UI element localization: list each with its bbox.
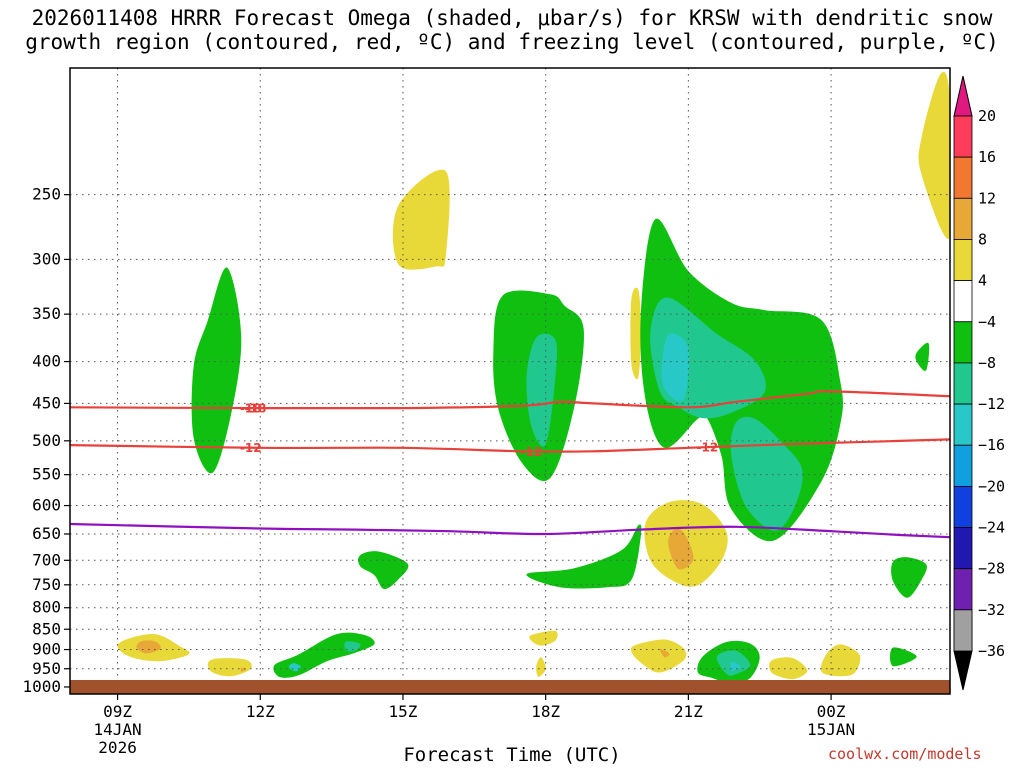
y-tick-label: 650	[32, 524, 61, 543]
contour-label: -12	[697, 441, 719, 455]
colorbar-label: −4	[978, 313, 996, 331]
omega-area	[288, 663, 301, 672]
omega-area	[730, 661, 741, 672]
omega-area	[630, 287, 641, 380]
omega-area	[207, 658, 252, 677]
contour-label: -18	[240, 402, 262, 416]
y-tick-label: 350	[32, 304, 61, 323]
omega-area	[191, 267, 242, 474]
x-tick-label: 09Z	[103, 702, 132, 721]
colorbar-swatch	[953, 197, 973, 240]
x-tick-label: 12Z	[246, 702, 275, 721]
contour-label: -12	[521, 445, 543, 459]
colorbar-swatch	[953, 485, 973, 528]
contour-label: -18	[240, 402, 262, 416]
omega-area	[630, 639, 687, 673]
colorbar-label: −8	[978, 354, 996, 372]
omega-area	[529, 630, 558, 646]
x-tick-label: 18Z	[531, 702, 560, 721]
y-tick-label: 800	[32, 598, 61, 617]
colorbar-swatch	[953, 321, 973, 364]
omega-area	[344, 641, 361, 652]
colorbar-label: 8	[978, 230, 987, 248]
omega-area	[659, 648, 670, 658]
x-tick-label: 15Z	[389, 702, 418, 721]
colorbar-label: −20	[978, 477, 1005, 495]
y-tick-label: 300	[32, 249, 61, 268]
colorbar-swatch	[953, 444, 973, 487]
omega-area	[918, 71, 950, 240]
y-tick-label: 450	[32, 393, 61, 412]
x-tick-label: 00Z	[817, 702, 846, 721]
x-tick-date: 14JAN	[93, 720, 141, 739]
colorbar-label: −24	[978, 519, 1005, 537]
omega-area	[136, 640, 161, 654]
x-tick-year: 2026	[98, 738, 137, 757]
contour-line	[70, 522, 950, 539]
title-line-2: growth region (contoured, red, ºC) and f…	[25, 30, 999, 54]
contour-label: -18	[245, 402, 267, 416]
colorbar-label: 4	[978, 272, 987, 290]
ground-surface	[70, 680, 950, 694]
y-tick-label: 900	[32, 640, 61, 659]
omega-area	[915, 342, 930, 371]
omega-area	[526, 524, 642, 589]
y-tick-label: 250	[32, 185, 61, 204]
colorbar-label: −12	[978, 395, 1005, 413]
colorbar-label: −36	[978, 642, 1005, 660]
y-tick-label: 1000	[22, 677, 61, 696]
colorbar-swatch	[953, 568, 973, 611]
y-axis: 250 300 350 400 450 500 550 600 650 700 750 800 850 9…	[22, 185, 70, 696]
y-tick-label: 550	[32, 465, 61, 484]
colorbar-label: −28	[978, 560, 1005, 578]
title-line-1: 2026011408 HRRR Forecast Omega (shaded, …	[31, 6, 993, 30]
omega-area	[392, 169, 450, 270]
omega-area	[526, 333, 558, 447]
contour-line	[70, 390, 950, 410]
colorbar-label: 20	[978, 107, 996, 125]
y-tick-label: 400	[32, 352, 61, 371]
colorbar-arrow-top	[953, 75, 973, 117]
source-footer: coolwx.com/models	[828, 745, 982, 763]
colorbar-label: −32	[978, 601, 1005, 619]
omega-area	[536, 656, 546, 677]
colorbar-swatch	[953, 156, 973, 199]
omega-area	[661, 333, 690, 402]
colorbar-swatch	[953, 115, 973, 158]
y-tick-label: 600	[32, 496, 61, 515]
omega-area	[769, 657, 808, 680]
x-tick-date: 15JAN	[807, 720, 855, 739]
colorbar-label: 12	[978, 189, 996, 207]
colorbar-label: 16	[978, 148, 996, 166]
colorbar: 20 16 12 8 4 −4 −8 −12 −16 −20 −24 −28 −32 −36	[953, 75, 1005, 691]
y-tick-label: 750	[32, 575, 61, 594]
contour-lines: -18-18-18-12 -12 -12	[70, 390, 950, 539]
plot-frame	[69, 67, 951, 695]
colorbar-arrow-bottom	[953, 650, 973, 691]
omega-area	[273, 632, 375, 678]
y-tick-label: 700	[32, 550, 61, 569]
omega-shaded-areas	[117, 71, 950, 684]
colorbar-swatch	[953, 239, 973, 282]
chart-title: 2026011408 HRRR Forecast Omega (shaded, …	[0, 6, 1024, 54]
omega-area	[891, 557, 927, 598]
colorbar-swatch	[953, 403, 973, 446]
x-axis-title: Forecast Time (UTC)	[403, 744, 621, 766]
contour-line	[70, 438, 950, 453]
omega-area	[358, 551, 409, 590]
y-tick-label: 950	[32, 659, 61, 678]
colorbar-swatch	[953, 280, 973, 323]
y-tick-label: 850	[32, 619, 61, 638]
colorbar-label: −16	[978, 436, 1005, 454]
colorbar-swatch	[953, 609, 973, 652]
colorbar-swatch	[953, 527, 973, 570]
x-tick-label: 21Z	[674, 702, 703, 721]
y-tick-label: 500	[32, 431, 61, 450]
omega-area	[668, 528, 694, 570]
omega-area	[889, 647, 917, 667]
contour-label: -12	[240, 441, 262, 455]
colorbar-swatch	[953, 362, 973, 405]
